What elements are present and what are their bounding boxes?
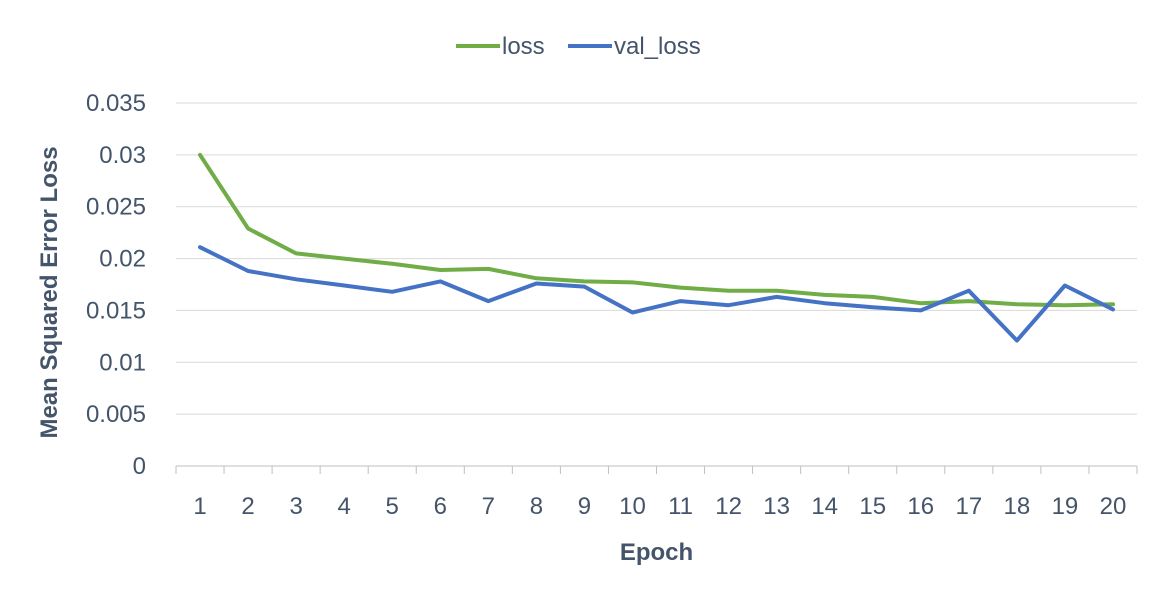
x-tick-label: 11 (668, 493, 693, 520)
legend: loss val_loss (456, 33, 701, 60)
x-tick-label: 17 (955, 493, 982, 520)
x-tick-label: 10 (619, 493, 646, 520)
x-tick-label: 15 (859, 493, 886, 520)
y-tick-label: 0 (133, 453, 146, 480)
x-tick-label: 2 (241, 493, 254, 520)
x-tick-label: 16 (907, 493, 934, 520)
y-tick-label: 0.015 (86, 297, 146, 324)
y-tick-label: 0.025 (86, 194, 146, 221)
series-line-val-loss (198, 245, 1115, 343)
x-tick-label: 7 (482, 493, 495, 520)
y-tick-label: 0.035 (86, 90, 146, 117)
legend-item-loss: loss (456, 33, 545, 60)
x-tick-label: 20 (1100, 493, 1127, 520)
x-tick-label: 8 (530, 493, 543, 520)
x-tick-label: 19 (1052, 493, 1079, 520)
x-axis-title: Epoch (620, 539, 693, 566)
x-tick-label: 12 (715, 493, 742, 520)
legend-item-val-loss: val_loss (568, 33, 701, 60)
x-tick-label: 3 (289, 493, 302, 520)
x-tick-label: 18 (1004, 493, 1031, 520)
y-tick-label: 0.01 (99, 349, 146, 376)
x-tick-label: 1 (193, 493, 206, 520)
x-tick-label: 13 (763, 493, 790, 520)
series-lines (198, 152, 1115, 343)
x-tick-label: 4 (337, 493, 350, 520)
legend-label: val_loss (614, 33, 701, 60)
gridlines (176, 102, 1137, 415)
y-tick-label: 0.03 (99, 142, 146, 169)
x-tick-label: 5 (386, 493, 399, 520)
y-axis-title: Mean Squared Error Loss (36, 146, 63, 438)
y-tick-label: 0.005 (86, 401, 146, 428)
legend-label: loss (502, 33, 545, 60)
y-tick-label: 0.02 (99, 246, 146, 273)
x-tick-label: 14 (811, 493, 838, 520)
x-tick-label: 6 (434, 493, 447, 520)
x-tick-label: 9 (578, 493, 591, 520)
series-line-loss (198, 152, 1115, 308)
